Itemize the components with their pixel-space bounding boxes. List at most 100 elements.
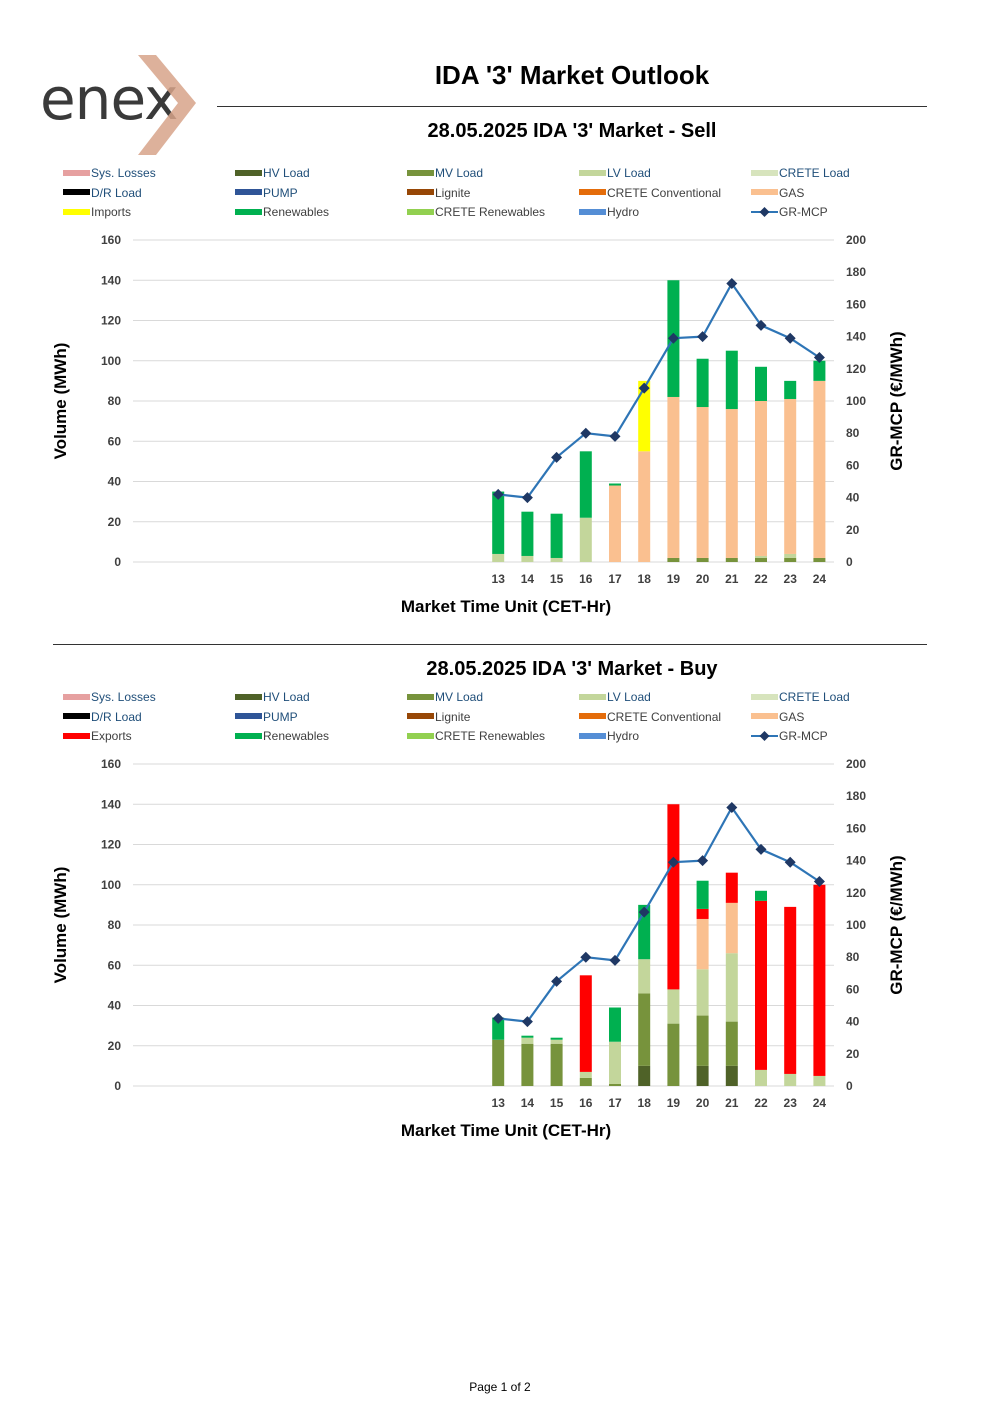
legend-swatch bbox=[235, 208, 262, 215]
bar-renewables bbox=[521, 1035, 534, 1038]
y-tick-label: 140 bbox=[101, 273, 121, 287]
legend-item-crete-renewables: CRETE Renewables bbox=[407, 204, 545, 220]
y2-tick-label: 40 bbox=[846, 491, 860, 505]
legend-swatch bbox=[235, 169, 262, 176]
bar-mv-load bbox=[667, 1023, 680, 1086]
legend-label: Lignite bbox=[435, 185, 471, 200]
y2-tick-label: 0 bbox=[846, 1079, 853, 1093]
legend-item-crete-load: CRETE Load bbox=[751, 165, 850, 181]
y-tick-label: 40 bbox=[108, 475, 122, 489]
y2-tick-label: 20 bbox=[846, 523, 860, 537]
legend-item-imports: Imports bbox=[63, 204, 131, 220]
legend-swatch bbox=[63, 189, 90, 196]
y-tick-label: 60 bbox=[108, 434, 122, 448]
y-tick-label: 60 bbox=[108, 958, 122, 972]
legend-swatch bbox=[235, 693, 262, 700]
bar-gas bbox=[696, 407, 709, 558]
buy-chart: 0 20 40 60 80 100 120 140 160 0 20 40 60 80 100 120 140 1… bbox=[51, 757, 906, 1140]
x-tick-label: 15 bbox=[550, 572, 564, 586]
y-tick-label: 0 bbox=[114, 1079, 121, 1093]
bar-gas bbox=[784, 398, 797, 554]
x-tick-label: 21 bbox=[725, 1096, 739, 1110]
bar-renewables bbox=[755, 366, 767, 401]
legend-label: Hydro bbox=[607, 205, 640, 219]
legend-label: GR-MCP bbox=[779, 729, 828, 743]
gr-mcp-point bbox=[784, 332, 796, 344]
bar-lv-load bbox=[492, 553, 505, 562]
gr-mcp-line bbox=[498, 282, 821, 499]
y2-tick-label: 200 bbox=[846, 757, 866, 771]
bar-imports bbox=[638, 380, 651, 452]
legend-item-hydro: Hydro bbox=[579, 204, 639, 220]
bar-renewables bbox=[813, 360, 826, 381]
y2-tick-label: 0 bbox=[846, 555, 853, 569]
legend-label: GAS bbox=[779, 185, 805, 200]
gr-mcp-point bbox=[551, 975, 563, 987]
legend-label: Exports bbox=[91, 729, 132, 743]
bar-gas bbox=[696, 918, 709, 970]
gr-mcp-point bbox=[726, 801, 738, 813]
gr-mcp-point bbox=[726, 277, 738, 289]
bar-mv-load bbox=[492, 1039, 505, 1086]
bar-mv-load bbox=[579, 1077, 592, 1086]
legend-item-crete-renewables: CRETE Renewables bbox=[407, 728, 545, 744]
y2-tick-label: 80 bbox=[846, 426, 860, 440]
y-tick-label: 100 bbox=[101, 354, 121, 368]
y-tick-label: 0 bbox=[114, 555, 121, 569]
legend-label: PUMP bbox=[263, 709, 298, 724]
legend-label: D/R Load bbox=[91, 709, 142, 724]
gr-mcp-point bbox=[638, 382, 650, 394]
y2-tick-label: 60 bbox=[846, 458, 860, 472]
bar-lv-load bbox=[609, 1041, 621, 1084]
legend-swatch bbox=[235, 189, 262, 196]
x-tick-label: 13 bbox=[492, 572, 506, 586]
bar-mv-load bbox=[725, 557, 738, 562]
x-tick-label: 22 bbox=[754, 1096, 768, 1110]
y2-tick-label: 160 bbox=[846, 821, 866, 835]
x-tick-label: 20 bbox=[696, 1096, 710, 1110]
legend-line-marker-icon bbox=[751, 205, 778, 219]
bar-lv-load bbox=[667, 989, 680, 1024]
x-tick-label: 16 bbox=[579, 572, 593, 586]
legend-item-sys-losses: Sys. Losses bbox=[63, 165, 156, 181]
logo-chevron-icon bbox=[138, 55, 196, 155]
bar-renewables bbox=[492, 1017, 505, 1040]
y2-tick-label: 120 bbox=[846, 362, 866, 376]
gr-mcp-point bbox=[755, 843, 767, 855]
bar-hv-load bbox=[696, 1065, 709, 1086]
legend-label: Renewables bbox=[263, 729, 330, 743]
legend-label: HV Load bbox=[263, 166, 310, 180]
y2-tick-label: 120 bbox=[846, 886, 866, 900]
legend-item-gr-mcp: GR-MCP bbox=[751, 728, 828, 744]
chart-divider bbox=[53, 644, 927, 645]
y-tick-label: 100 bbox=[101, 878, 121, 892]
y2-tick-label: 80 bbox=[846, 950, 860, 964]
legend-label: MV Load bbox=[435, 166, 484, 180]
gr-mcp-point bbox=[697, 855, 709, 867]
legend-swatch bbox=[63, 208, 90, 215]
legend-item-gas: GAS bbox=[751, 185, 804, 201]
page-number: Page 1 of 2 bbox=[469, 1380, 531, 1394]
x-tick-label: 14 bbox=[521, 1096, 535, 1110]
y2-tick-label: 100 bbox=[846, 918, 866, 932]
legend-label: LV Load bbox=[607, 690, 651, 704]
legend-item-gas: GAS bbox=[751, 709, 804, 725]
legend-label: Hydro bbox=[607, 729, 640, 743]
legend-label: LV Load bbox=[607, 166, 651, 180]
bar-gas bbox=[725, 902, 738, 954]
page-title: IDA '3' Market Outlook bbox=[434, 60, 710, 90]
legend-swatch bbox=[407, 713, 434, 720]
bar-exports bbox=[813, 884, 826, 1076]
legend-swatch bbox=[63, 693, 90, 700]
bar-lv-load bbox=[550, 1039, 563, 1044]
legend-label: GR-MCP bbox=[779, 205, 828, 219]
y2-tick-label: 160 bbox=[846, 297, 866, 311]
bar-gas bbox=[638, 451, 651, 562]
bar-mv-load bbox=[550, 1043, 563, 1086]
legend-swatch bbox=[751, 693, 778, 700]
legend-label: GAS bbox=[779, 709, 805, 724]
legend-item-pump: PUMP bbox=[235, 185, 298, 201]
y2-tick-label: 40 bbox=[846, 1015, 860, 1029]
legend-item-mv-load: MV Load bbox=[407, 165, 483, 181]
title-divider bbox=[217, 106, 927, 107]
